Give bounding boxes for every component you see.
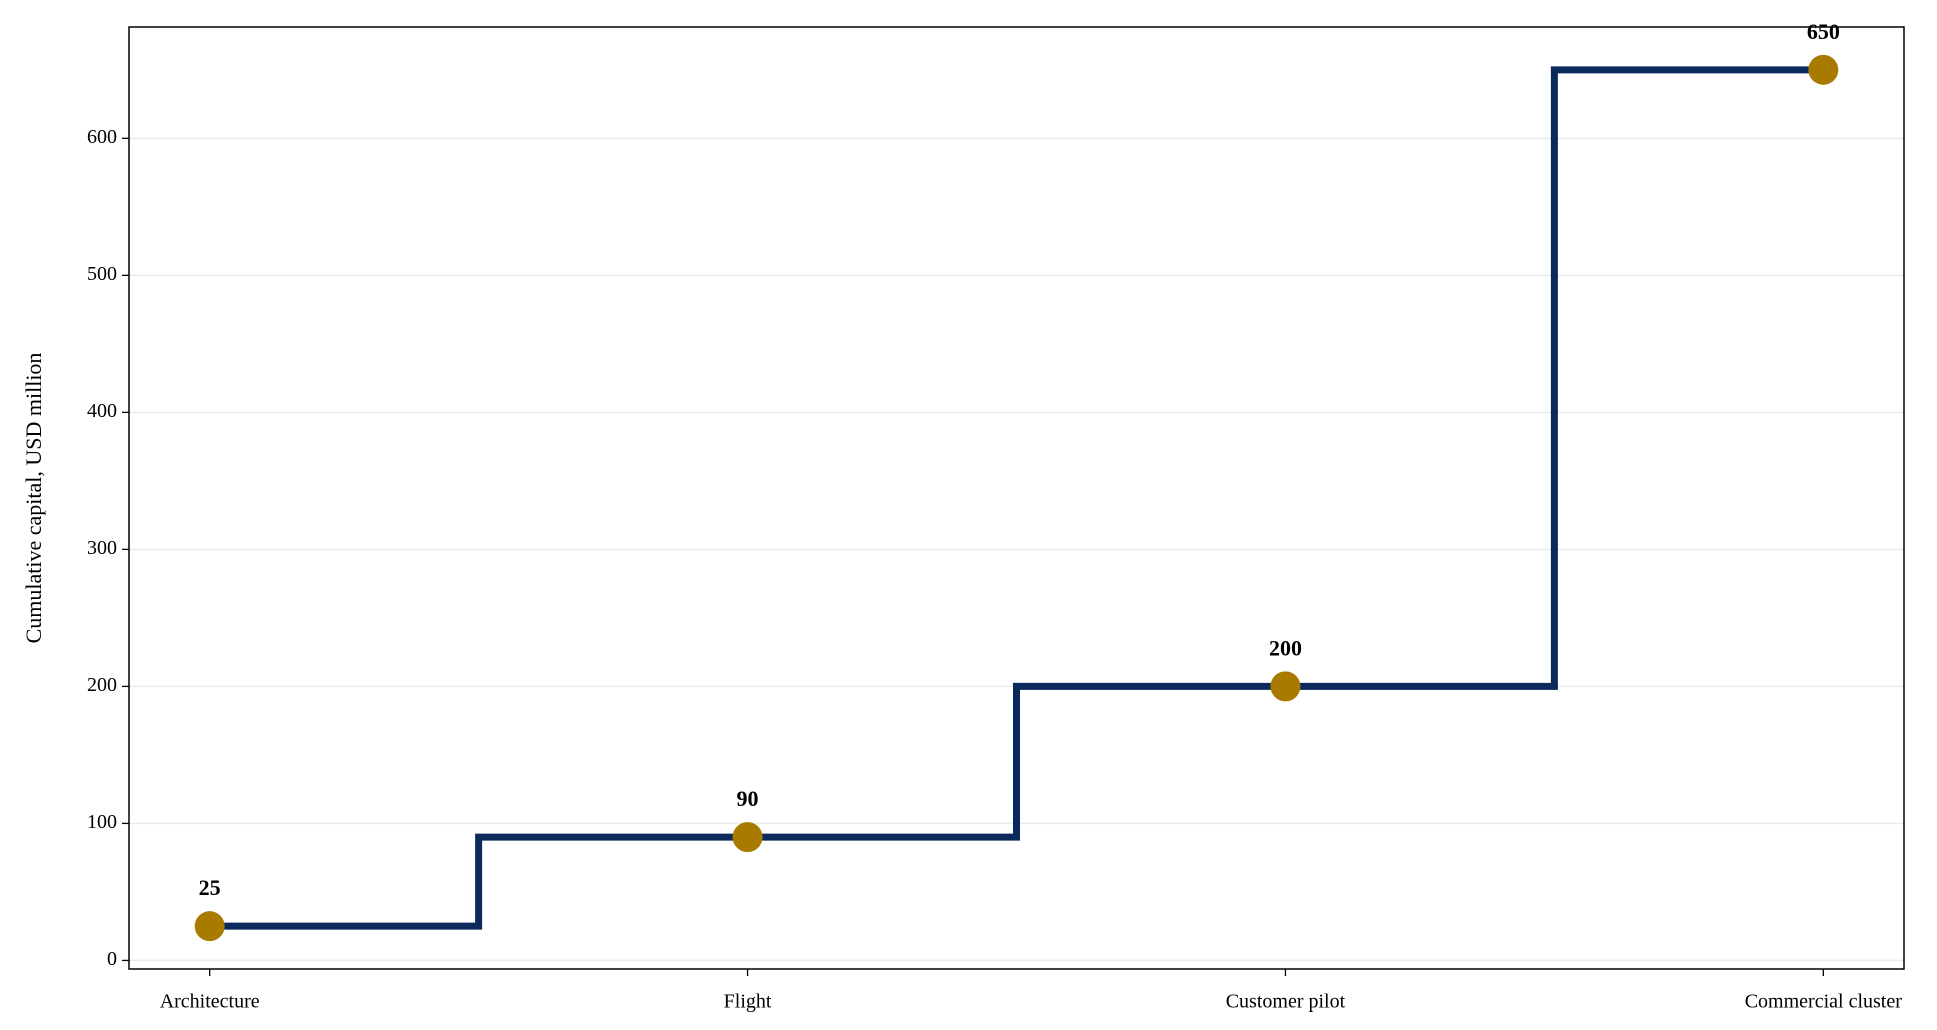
marker	[732, 822, 763, 853]
value-label: 25	[199, 875, 221, 900]
step-line	[209, 66, 1824, 930]
y-tick-label: 300	[87, 537, 117, 559]
y-tick-label: 500	[87, 263, 117, 285]
x-tick-label: Customer pilot	[1226, 991, 1346, 1013]
marker	[1270, 671, 1301, 702]
y-tick-label: 200	[87, 674, 117, 696]
x-tick-label: Flight	[724, 991, 772, 1013]
marker	[1808, 54, 1839, 85]
value-label: 650	[1807, 19, 1840, 44]
marker	[194, 911, 225, 942]
y-axis-label: Cumulative capital, USD million	[21, 353, 46, 644]
y-tick-label: 0	[107, 948, 117, 970]
y-tick-label: 400	[87, 400, 117, 422]
value-label: 200	[1269, 635, 1302, 660]
value-label: 90	[737, 786, 759, 811]
y-tick-label: 600	[87, 126, 117, 148]
x-tick-label: Architecture	[160, 991, 260, 1013]
x-tick-label: Commercial cluster	[1745, 991, 1903, 1013]
plot-frame	[128, 26, 1905, 970]
y-tick-label: 100	[87, 811, 117, 833]
